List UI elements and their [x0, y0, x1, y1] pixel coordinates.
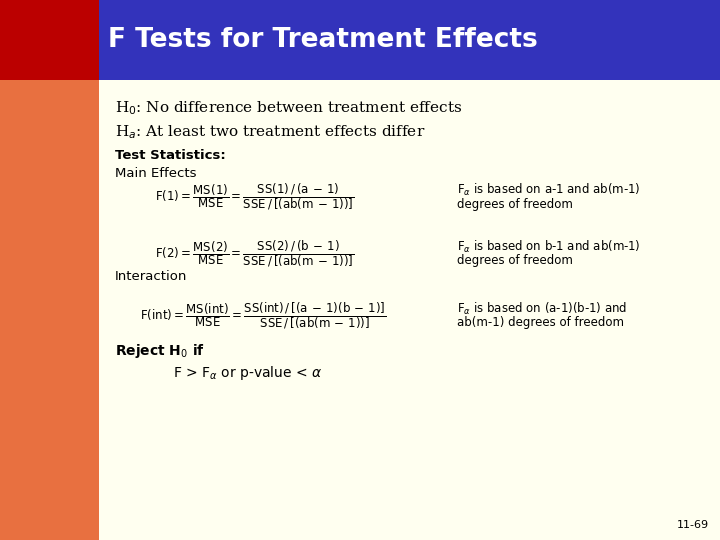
Text: $\mathrm{F(2) = \dfrac{MS(2)}{MSE} = \dfrac{SS(2)\,/\,(b\,-\,1)}{SSE\,/\,[(ab(m\: $\mathrm{F(2) = \dfrac{MS(2)}{MSE} = \df…: [155, 239, 354, 269]
Text: ab(m-1) degrees of freedom: ab(m-1) degrees of freedom: [457, 316, 624, 329]
Text: F Tests for Treatment Effects: F Tests for Treatment Effects: [108, 27, 538, 53]
Text: Interaction: Interaction: [115, 270, 188, 283]
Text: $\mathrm{F(int) = \dfrac{MS(int)}{MSE} = \dfrac{SS(int)\,/\,[(a\,-\,1)(b\,-\,1)]: $\mathrm{F(int) = \dfrac{MS(int)}{MSE} =…: [140, 301, 387, 331]
Text: H$_a$: At least two treatment effects differ: H$_a$: At least two treatment effects di…: [115, 124, 426, 141]
Text: H$_0$: No difference between treatment effects: H$_0$: No difference between treatment e…: [115, 99, 462, 117]
Bar: [0, 0, 720, 80]
Text: F$_{\alpha}$ is based on b-1 and ab(m-1): F$_{\alpha}$ is based on b-1 and ab(m-1): [457, 239, 641, 255]
Bar: [0, 0, 99, 80]
Text: Main Effects: Main Effects: [115, 167, 197, 180]
Text: degrees of freedom: degrees of freedom: [457, 254, 573, 267]
Bar: [0, 80, 99, 540]
Bar: [99, 80, 720, 540]
Text: Test Statistics:: Test Statistics:: [115, 149, 226, 162]
Text: Reject H$_0$ if: Reject H$_0$ if: [115, 342, 205, 360]
Text: 11-69: 11-69: [677, 520, 709, 530]
Text: F > F$_{\alpha}$ or p-value < $\alpha$: F > F$_{\alpha}$ or p-value < $\alpha$: [173, 363, 323, 382]
Text: F$_{\alpha}$ is based on a-1 and ab(m-1): F$_{\alpha}$ is based on a-1 and ab(m-1): [457, 182, 641, 198]
Text: degrees of freedom: degrees of freedom: [457, 198, 573, 211]
Text: F$_{\alpha}$ is based on (a-1)(b-1) and: F$_{\alpha}$ is based on (a-1)(b-1) and: [457, 301, 627, 317]
Text: $\mathrm{F(1) = \dfrac{MS(1)}{MSE} = \dfrac{SS(1)\,/\,(a\,-\,1)}{SSE\,/\,[(ab(m\: $\mathrm{F(1) = \dfrac{MS(1)}{MSE} = \df…: [155, 182, 354, 212]
